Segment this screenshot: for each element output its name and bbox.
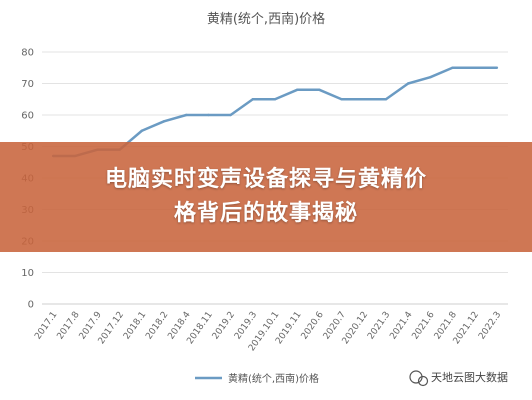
data-point <box>140 129 144 132</box>
data-point <box>451 66 454 69</box>
data-point <box>295 88 299 92</box>
legend: 黄精(统个,西南)价格 <box>195 372 319 385</box>
headline-line-2: 格背后的故事揭秘 <box>173 201 358 226</box>
legend-label: 黄精(统个,西南)价格 <box>228 372 319 385</box>
data-point <box>340 98 343 101</box>
watermark-text: 天地云图大数据 <box>431 370 508 384</box>
data-point <box>318 88 321 92</box>
data-point <box>473 66 476 69</box>
data-point <box>162 120 166 123</box>
data-point <box>273 98 277 101</box>
y-tick-label: 0 <box>28 300 34 311</box>
data-point <box>251 98 255 101</box>
wechat-icon-small <box>417 375 429 387</box>
headline-banner: 电脑实时变声设备探寻与黄精价 格背后的故事揭秘 <box>0 142 532 252</box>
y-tick-label: 70 <box>21 79 34 90</box>
data-point <box>362 98 365 101</box>
watermark: 天地云图大数据 <box>409 370 508 387</box>
y-tick-label: 10 <box>21 268 34 279</box>
data-point <box>406 82 410 85</box>
data-point <box>429 76 432 79</box>
y-tick-label: 60 <box>21 111 34 122</box>
y-tick-label: 80 <box>21 48 34 59</box>
data-point <box>495 66 499 69</box>
x-tick-label: 2022.3 <box>477 310 503 342</box>
data-point <box>185 113 188 117</box>
data-point <box>229 113 232 117</box>
x-axis: 2017.12017.82017.92017.122018.12018.2201… <box>33 310 503 353</box>
data-point <box>384 98 388 101</box>
chart-title: 黄精(统个,西南)价格 <box>207 11 325 27</box>
data-point <box>207 113 210 117</box>
headline-line-1: 电脑实时变声设备探寻与黄精价 <box>104 167 427 192</box>
